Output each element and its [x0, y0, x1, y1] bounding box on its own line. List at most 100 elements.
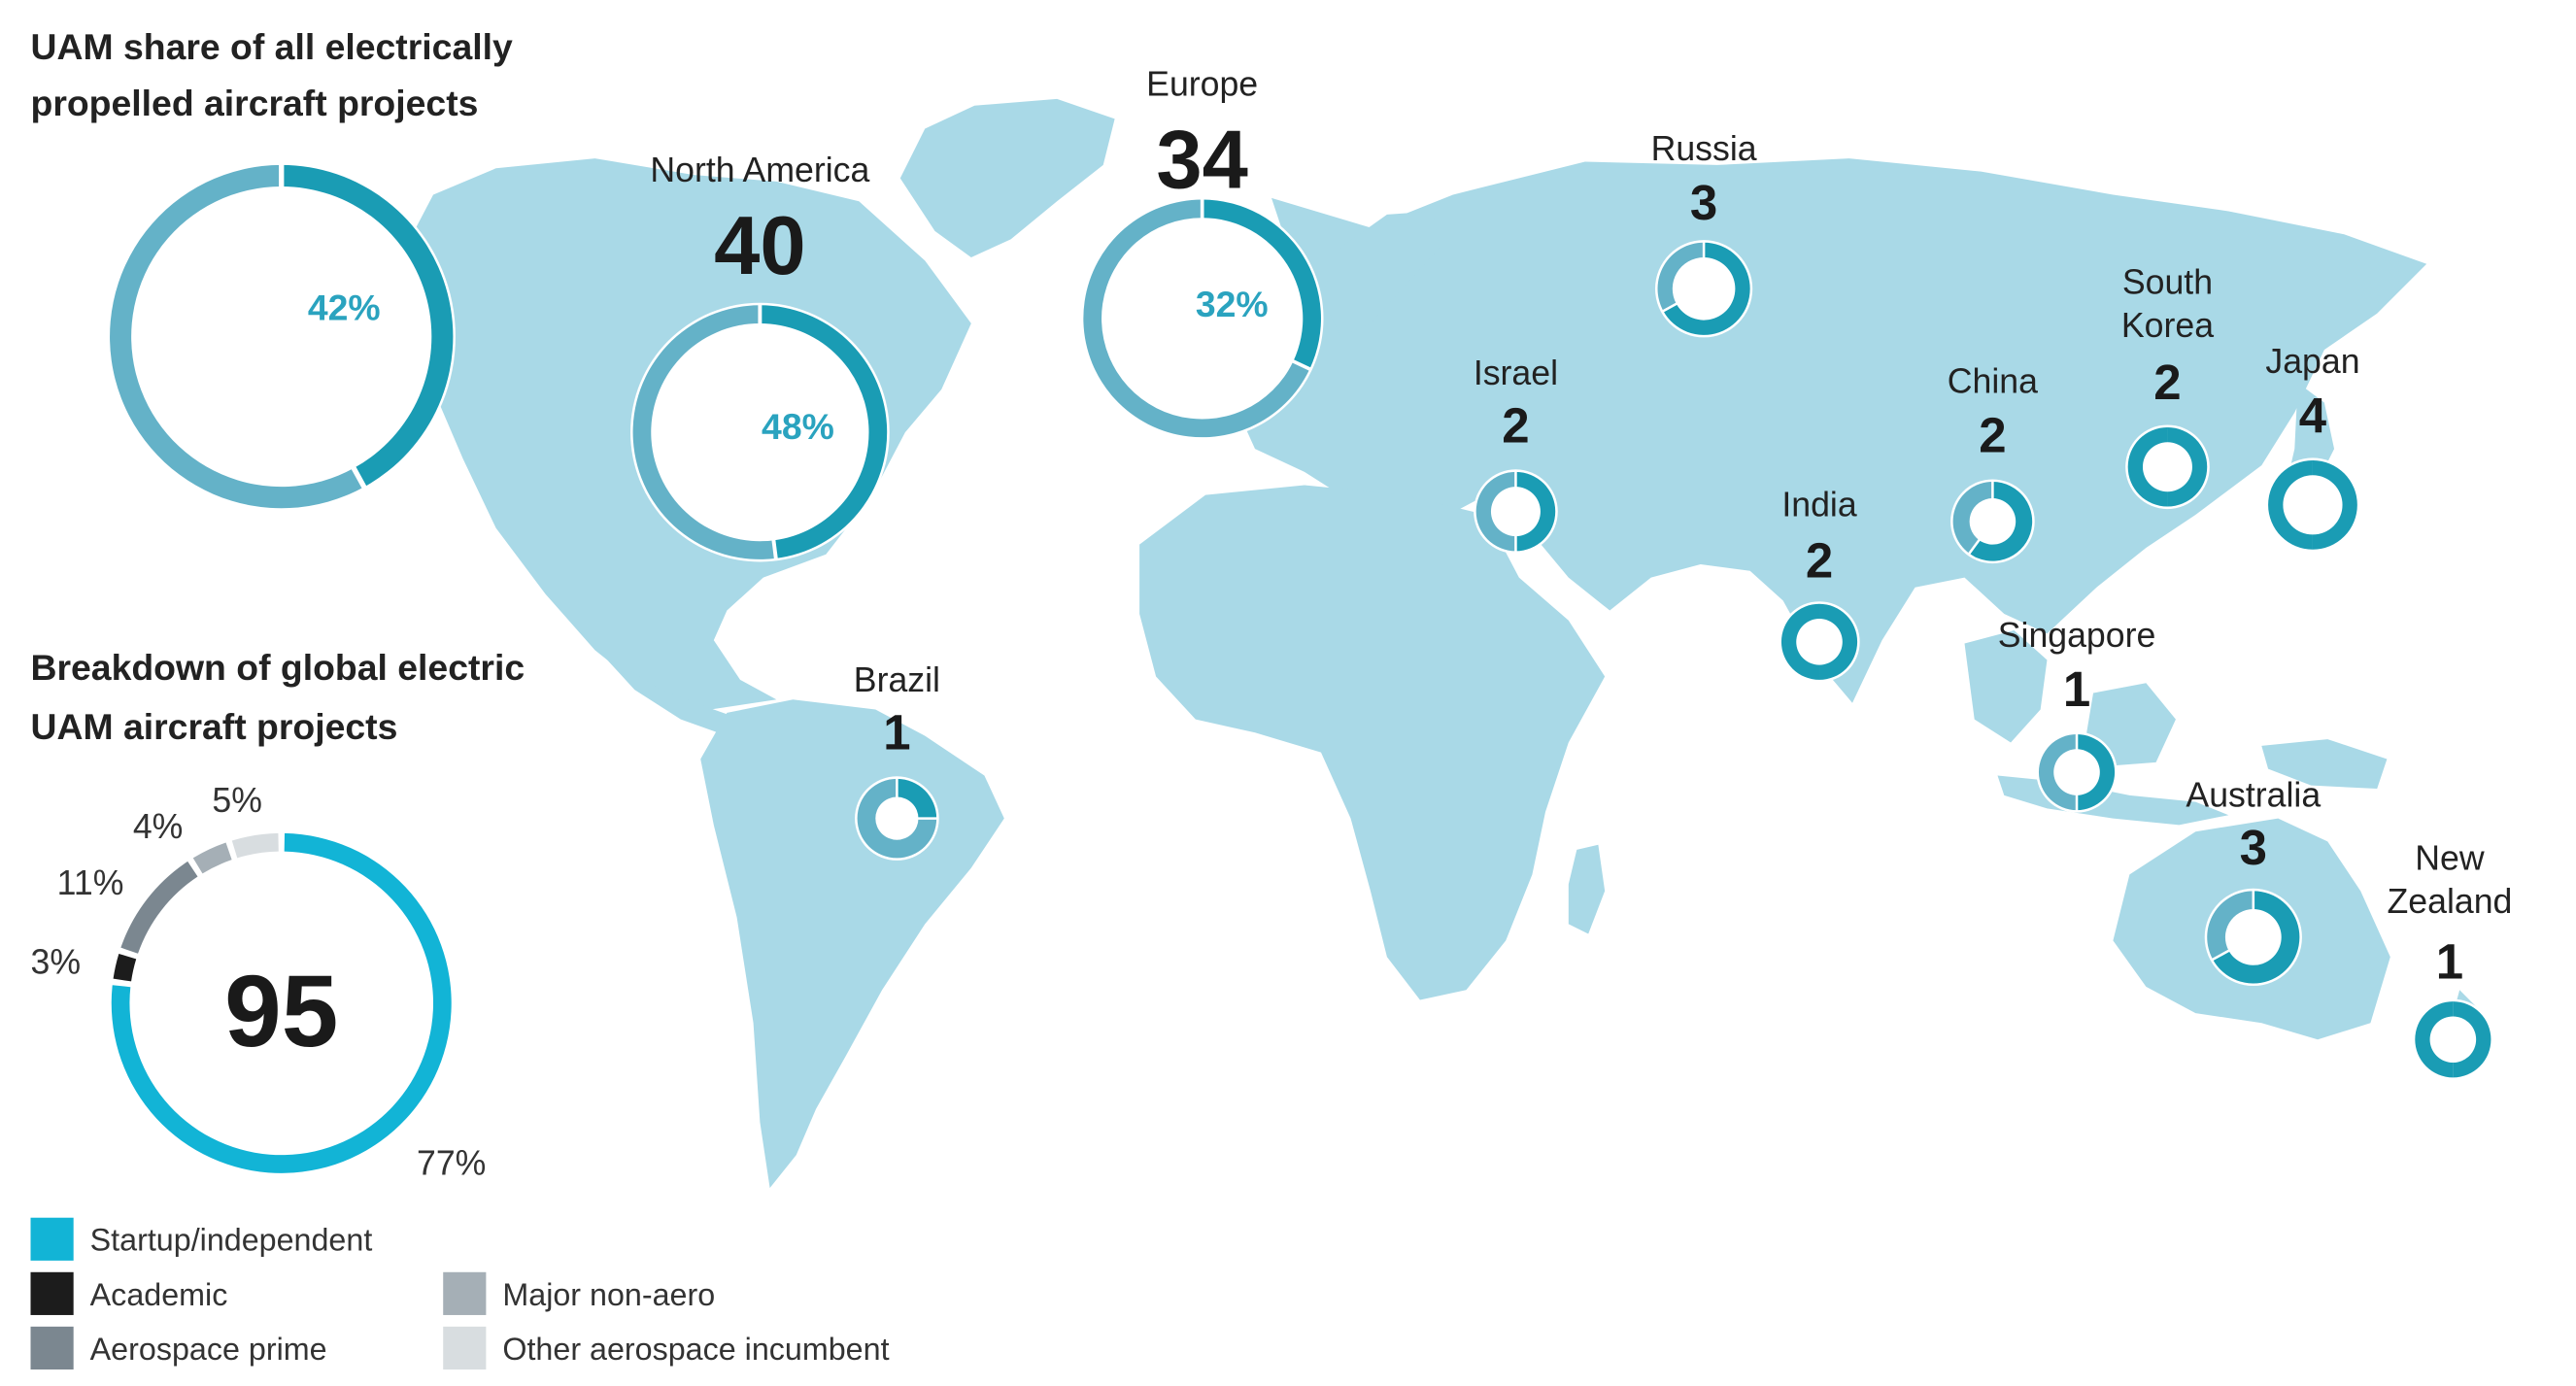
breakdown-segment-major-non-aero: [192, 842, 232, 874]
region-japan-name: Japan: [2265, 342, 2359, 381]
landmass-scandinavia: [1320, 211, 1441, 337]
region-israel: Israel 2: [1474, 354, 1558, 554]
landmass-new-guinea: [2261, 739, 2388, 790]
region-south-korea-name: South Korea: [2121, 262, 2214, 345]
region-singapore-donut-uam-arc: [2077, 733, 2116, 811]
global-share-donut-separator-1: [351, 465, 367, 490]
region-north-america-count: 40: [714, 199, 805, 291]
breakdown-segment-other-incumbent: [231, 832, 279, 859]
breakdown-label-aerospace-prime: 11%: [57, 863, 124, 902]
region-israel-name-line-0: Israel: [1474, 354, 1558, 392]
region-japan: Japan 4: [2265, 342, 2360, 553]
region-russia-donut-uam-arc: [1663, 242, 1750, 335]
region-south-korea-donut: [2125, 424, 2210, 510]
region-australia-count: 3: [2240, 820, 2267, 875]
landmass-southeast-asia: [1964, 629, 2048, 743]
region-brazil-count: 1: [883, 704, 910, 760]
region-brazil: Brazil 1: [854, 660, 940, 861]
legend-swatch-major-non-aero: [443, 1271, 487, 1315]
region-russia-donut-other-arc: [1657, 242, 1705, 312]
region-new-zealand-donut-uam-arc-2: [2415, 1001, 2454, 1078]
region-new-zealand-count: 1: [2436, 933, 2463, 989]
legend-swatch-academic: [30, 1271, 74, 1315]
region-australia-name: Australia: [2186, 776, 2321, 815]
region-europe-share-label: 32%: [1196, 284, 1269, 324]
region-china: China 2: [1948, 361, 2038, 564]
region-australia-donut: [2204, 888, 2302, 987]
breakdown-label-major-non-aero: 4%: [133, 807, 184, 846]
region-south-korea-count: 2: [2153, 355, 2181, 410]
region-japan-donut-uam-arc: [2312, 459, 2357, 550]
region-india-donut: [1779, 601, 1860, 683]
region-india-name: India: [1781, 486, 1856, 524]
region-north-america-donut-other-arc: [632, 305, 776, 559]
region-russia-name: Russia: [1651, 129, 1757, 168]
legend-swatch-startup: [30, 1217, 74, 1261]
landmass-madagascar: [1568, 844, 1606, 934]
landmass-africa: [1139, 485, 1606, 1000]
region-europe-donut-separator-1: [1291, 358, 1312, 372]
region-russia-donut: [1654, 240, 1753, 338]
region-north-america-share-label: 48%: [762, 406, 834, 447]
region-new-zealand: New Zealand 1: [2388, 838, 2513, 1080]
breakdown-label-startup: 77%: [417, 1144, 486, 1183]
region-russia: Russia 3: [1651, 129, 1757, 338]
region-china-donut-uam-arc: [1969, 482, 2033, 561]
region-north-america-name-line-0: North America: [650, 151, 869, 189]
region-russia-count: 3: [1690, 175, 1717, 230]
region-south-korea-donut-uam-arc: [2167, 426, 2208, 507]
share-title-line-2: propelled aircraft projects: [31, 83, 479, 123]
region-israel-count: 2: [1502, 397, 1529, 453]
region-new-zealand-name-line-1: Zealand: [2388, 882, 2513, 921]
region-north-america-donut: [630, 302, 890, 562]
region-brazil-donut: [855, 776, 939, 861]
region-australia-donut-uam-arc: [2213, 891, 2300, 984]
region-japan-donut: [2265, 457, 2360, 553]
region-europe-donut: [1080, 197, 1324, 440]
region-singapore-donut: [2036, 731, 2118, 813]
region-north-america-donut-separator-1: [771, 538, 778, 560]
region-china-donut: [1950, 479, 2035, 564]
region-new-zealand-name-line-0: New: [2415, 838, 2485, 877]
region-brazil-donut-other-arc: [857, 778, 937, 859]
region-china-donut-other-arc: [1952, 482, 1993, 554]
region-india-donut-uam-arc-2: [1780, 603, 1820, 680]
region-singapore-name-line-0: Singapore: [1998, 616, 2156, 655]
region-north-america-donut-uam-arc: [760, 305, 888, 558]
region-russia-name-line-0: Russia: [1651, 129, 1757, 168]
breakdown-segment-aerospace-prime: [120, 861, 198, 954]
region-china-name-line-0: China: [1948, 361, 2038, 400]
region-brazil-name-line-0: Brazil: [854, 660, 940, 699]
landmass-central-america: [597, 650, 761, 736]
project-breakdown-ring: [111, 832, 452, 1173]
region-new-zealand-donut: [2412, 998, 2493, 1080]
region-singapore-donut-other-arc: [2038, 733, 2078, 811]
breakdown-label-other-incumbent: 5%: [212, 781, 262, 820]
region-new-zealand-donut-uam-arc: [2453, 1001, 2491, 1078]
region-new-zealand-name: New Zealand: [2388, 838, 2513, 921]
region-north-america-name: North America: [650, 151, 869, 189]
region-brazil-name: Brazil: [854, 660, 940, 699]
landmass-greenland: [899, 98, 1115, 258]
region-india-count: 2: [1806, 533, 1833, 589]
region-china-name: China: [1948, 361, 2038, 400]
region-japan-name-line-0: Japan: [2265, 342, 2359, 381]
legend: Startup/independent Academic Aerospace p…: [30, 1217, 890, 1370]
breakdown-label-academic: 3%: [31, 942, 82, 981]
region-singapore-name: Singapore: [1998, 616, 2156, 655]
global-uam-share-label: 42%: [308, 287, 381, 328]
landmass-eurasia: [1238, 158, 2427, 703]
region-europe-count: 34: [1156, 114, 1247, 206]
region-australia: Australia 3: [2186, 776, 2321, 987]
region-japan-donut-uam-arc-2: [2268, 459, 2313, 550]
breakdown-title-line-2: UAM aircraft projects: [31, 706, 398, 747]
legend-swatch-aerospace-prime: [30, 1326, 74, 1370]
global-uam-share-ring: [107, 162, 456, 511]
landmass-south-america: [700, 699, 1004, 1189]
region-australia-donut-separator-1: [2211, 948, 2231, 962]
legend-label-academic: Academic: [90, 1277, 228, 1312]
breakdown-title-line-1: Breakdown of global electric: [31, 647, 525, 688]
legend-label-other-incumbent: Other aerospace incumbent: [502, 1332, 889, 1367]
region-south-korea-donut-uam-arc-2: [2127, 426, 2168, 507]
